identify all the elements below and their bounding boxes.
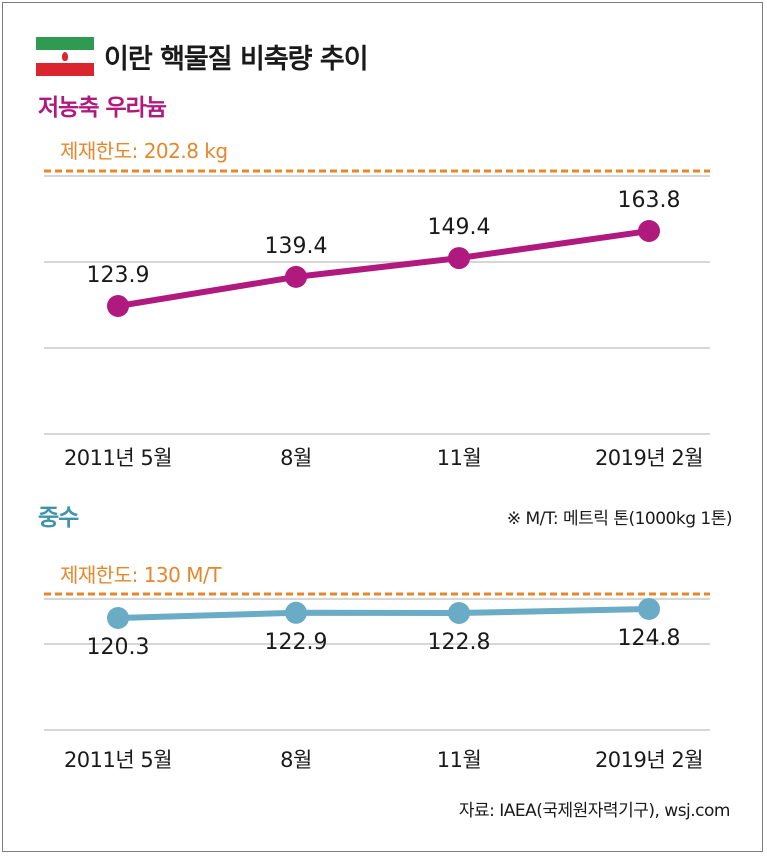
heavy-water-x-tick-label: 8월 [280,748,312,772]
uranium-x-tick-label: 2019년 2월 [595,446,703,470]
heavy-water-x-tick-label: 11월 [437,748,482,772]
heavy-water-data-point [638,598,660,620]
unit-note: ※ M/T: 메트릭 톤(1000kg 1톤) [506,509,733,529]
uranium-data-point [107,295,129,317]
uranium-subtitle: 저농축 우라늄 [38,95,167,121]
uranium-data-point [638,220,660,242]
uranium-data-point [285,265,307,288]
heavy-water-data-point [448,602,470,624]
heavy-water-subtitle: 중수 [38,505,79,531]
heavy-water-limit-label: 제재한도: 130 M/T [60,563,221,587]
heavy-water-x-tick-label: 2011년 5월 [64,748,172,772]
uranium-data-point [448,247,470,270]
uranium-data-label: 163.8 [618,188,681,213]
uranium-x-tick-label: 2011년 5월 [64,446,172,470]
uranium-data-label: 149.4 [428,215,491,240]
heavy-water-data-label: 120.3 [87,635,150,660]
uranium-x-tick-label: 11월 [437,446,482,470]
heavy-water-data-label: 122.9 [265,630,328,655]
heavy-water-series-line [115,606,652,621]
heavy-water-data-point [107,607,129,629]
iran-flag-icon [36,36,94,76]
heavy-water-data-point [285,601,307,624]
chart-title: 이란 핵물질 비축량 추이 [104,43,369,75]
uranium-data-label: 123.9 [87,263,150,288]
uranium-data-label: 139.4 [265,234,328,259]
uranium-series-line [115,228,652,309]
heavy-water-data-label: 122.8 [428,630,491,655]
header: 이란 핵물질 비축량 추이 [36,34,369,78]
source-note: 자료: IAEA(국제원자력기구), wsj.com [458,801,731,821]
heavy-water-data-label: 124.8 [618,626,681,651]
heavy-water-x-tick-label: 2019년 2월 [595,748,703,772]
uranium-x-tick-label: 8월 [280,446,312,470]
uranium-limit-label: 제재한도: 202.8 kg [60,139,228,163]
